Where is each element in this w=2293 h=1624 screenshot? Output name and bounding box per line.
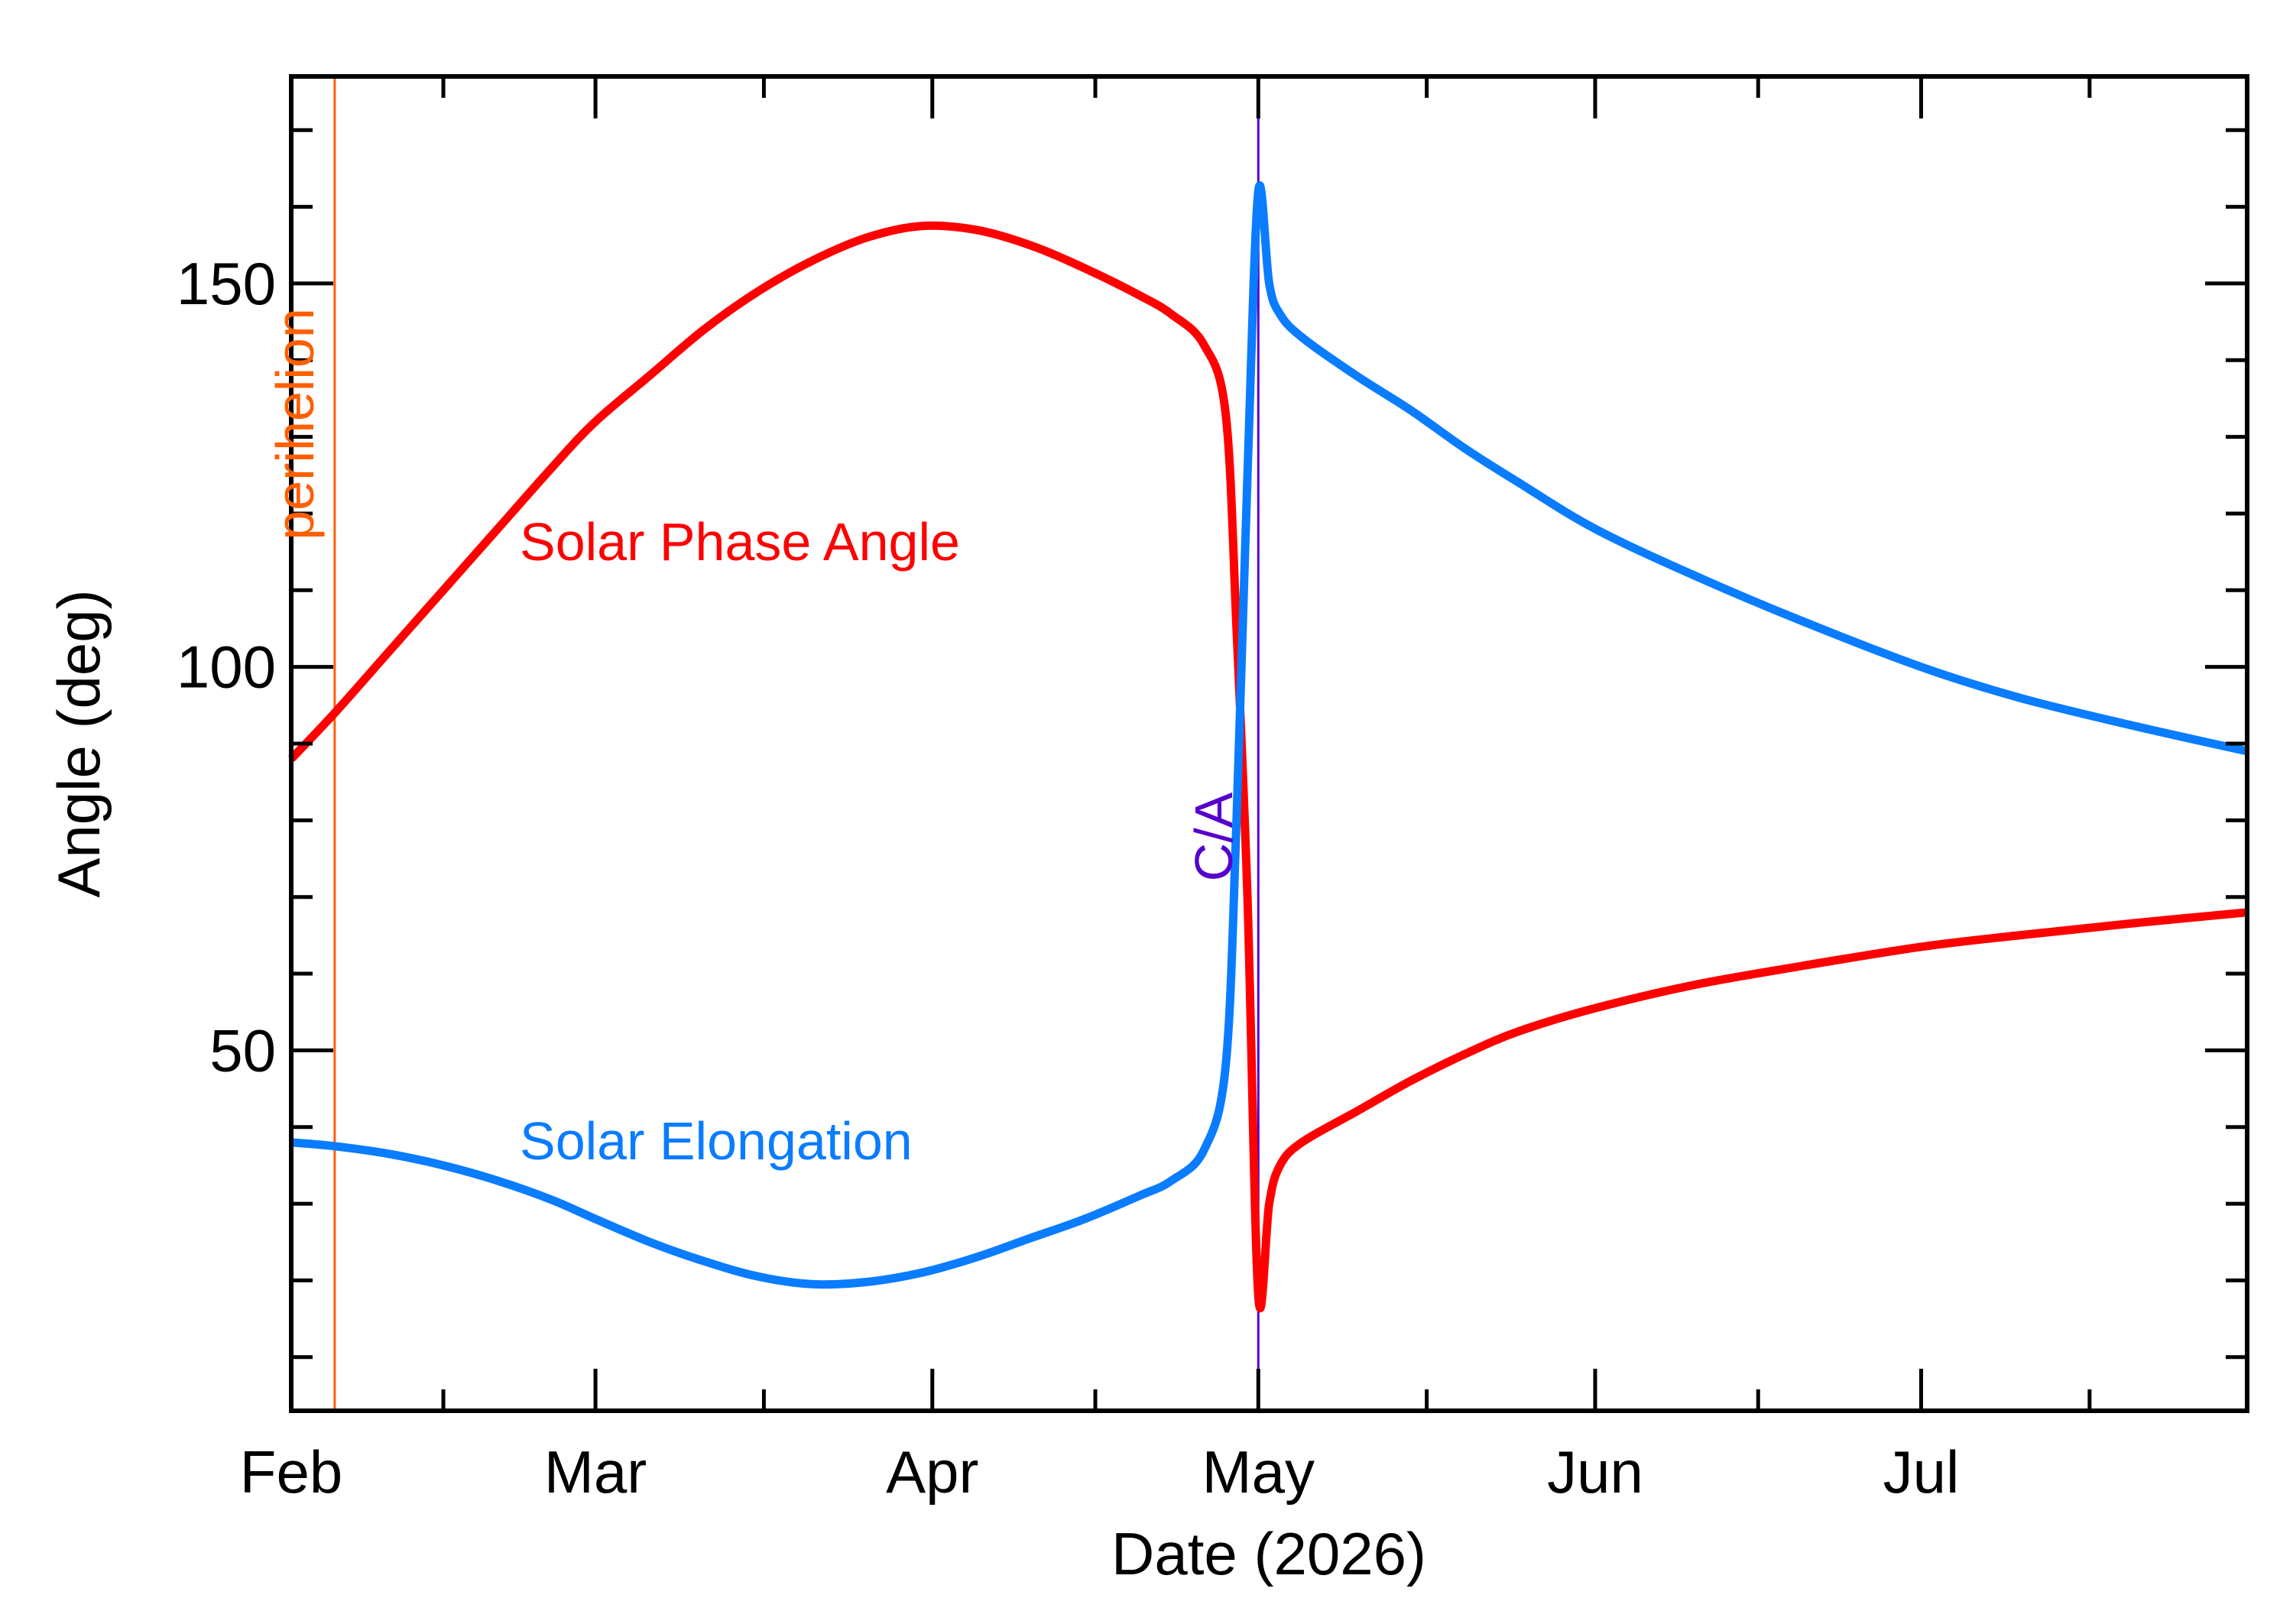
y-tick-label: 50 [209,1016,276,1084]
plot-frame [289,74,2249,1413]
y-axis-title: Angle (deg) [45,589,112,897]
series-line-solar-elongation [290,181,2249,1289]
x-axis-title: Date (2026) [1111,1520,1426,1587]
y-tick-label: 150 [177,250,276,317]
series-line-solar-phase-angle [287,221,2248,1313]
x-tick-label: Feb [240,1438,342,1506]
perihelion-label: perihelion [265,308,325,540]
y-tick-label: 100 [177,634,276,701]
x-tick-label: May [1202,1438,1315,1506]
x-tick-label: Jun [1547,1438,1643,1506]
series-label-solar-elongation: Solar Elongation [520,1111,913,1171]
x-tick-label: Apr [886,1438,978,1506]
series-label-solar-phase-angle: Solar Phase Angle [520,512,960,572]
closest-approach-label: C/A [1184,792,1244,881]
x-tick-label: Jul [1883,1438,1960,1506]
x-tick-label: Mar [544,1438,647,1506]
